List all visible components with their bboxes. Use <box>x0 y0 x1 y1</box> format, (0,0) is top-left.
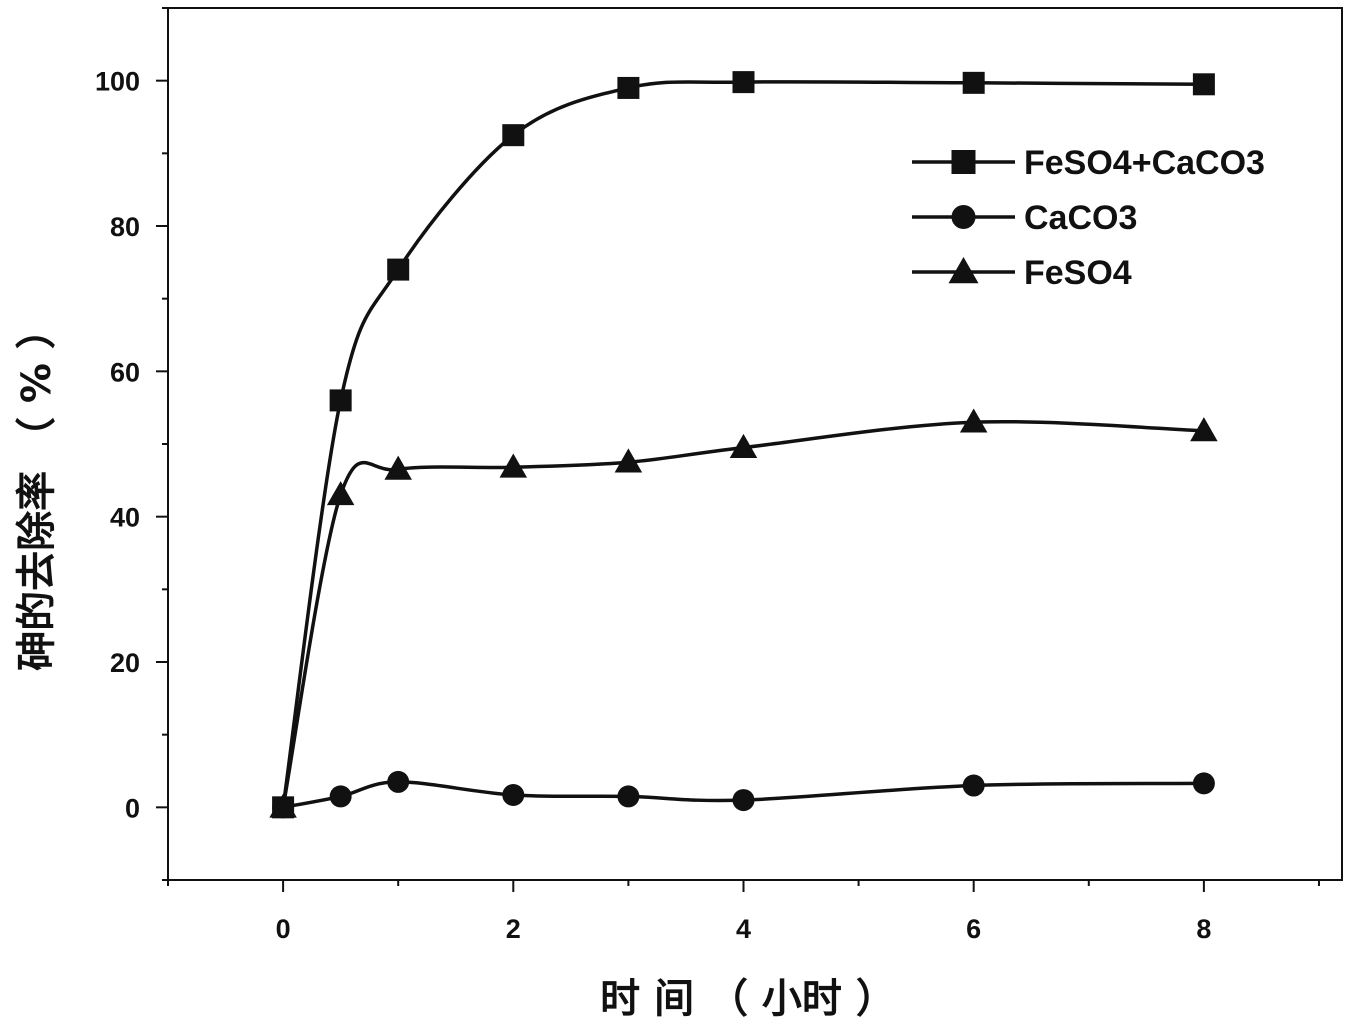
legend-item: FeSO4 <box>912 254 1132 292</box>
x-tick-label: 2 <box>506 914 521 944</box>
data-point-triangle <box>729 433 758 458</box>
legend-label: FeSO4+CaCO3 <box>1024 144 1265 182</box>
y-axis: 0 20 40 60 80 100 <box>95 7 168 881</box>
plot-border <box>167 7 1343 881</box>
data-point-square <box>617 76 640 99</box>
y-tick-label: 100 <box>95 67 140 97</box>
data-point-triangle <box>959 408 988 433</box>
y-tick-label: 80 <box>110 212 140 242</box>
series-layer <box>269 71 1218 819</box>
x-axis: 0 2 4 6 8 <box>167 880 1320 944</box>
legend-label: FeSO4 <box>1024 254 1132 292</box>
data-point-circle <box>962 774 985 797</box>
series-FeSO4 <box>269 408 1218 818</box>
x-tick-label: 8 <box>1196 914 1211 944</box>
x-tick-label: 4 <box>736 914 751 944</box>
data-point-triangle <box>499 453 528 478</box>
series-line <box>281 419 1204 808</box>
data-point-square <box>502 124 525 147</box>
y-tick-label: 20 <box>110 648 140 678</box>
data-point-triangle <box>614 448 643 473</box>
data-point-square <box>1192 73 1215 96</box>
plot-frame <box>167 7 1343 881</box>
series-CaCO3 <box>272 770 1215 819</box>
data-point-square <box>387 258 410 281</box>
data-point-square <box>329 389 352 412</box>
y-tick-label: 40 <box>110 503 140 533</box>
x-tick-label: 6 <box>966 914 981 944</box>
legend-item: CaCO3 <box>912 199 1137 237</box>
data-point-circle <box>732 789 755 812</box>
data-point-circle <box>617 785 640 808</box>
legend-marker-square <box>951 150 976 174</box>
x-axis-title: 时 间 （ 小时 ） <box>600 976 896 1022</box>
data-point-square <box>732 71 755 94</box>
y-tick-label: 60 <box>110 357 140 387</box>
legend-marker-triangle <box>948 257 979 284</box>
data-point-circle <box>1192 772 1215 795</box>
data-point-circle <box>387 770 410 793</box>
x-tick-label: 0 <box>276 914 291 944</box>
legend-label: CaCO3 <box>1024 199 1137 237</box>
data-point-triangle <box>326 481 355 506</box>
data-point-triangle <box>269 793 297 818</box>
legend: FeSO4+CaCO3 CaCO3 FeSO4 <box>912 144 1265 292</box>
data-point-circle <box>329 785 352 808</box>
data-point-triangle <box>1190 417 1218 442</box>
data-point-circle <box>502 783 525 806</box>
legend-item: FeSO4+CaCO3 <box>912 144 1265 182</box>
y-tick-label: 0 <box>125 793 140 823</box>
y-axis-title: 砷的去除率 （ % ） <box>14 309 60 671</box>
data-point-triangle <box>384 455 412 480</box>
data-point-square <box>962 71 985 94</box>
legend-marker-circle <box>951 205 976 229</box>
